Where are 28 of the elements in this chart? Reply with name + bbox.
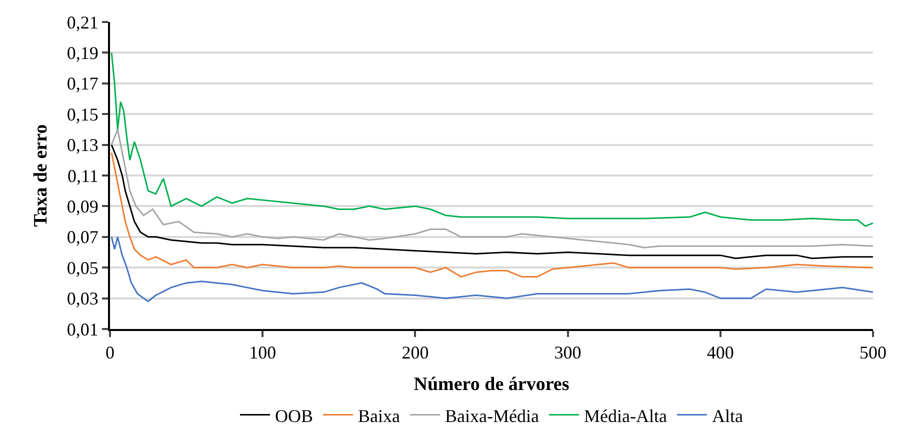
y-tick-label: 0,11 [68,166,98,186]
line-series [110,236,873,302]
y-tick-label: 0,17 [66,74,98,94]
line-series [110,128,873,248]
y-tick-label: 0,07 [66,227,98,248]
x-tick-label: 0 [106,342,114,363]
y-tick-label: 0,15 [66,104,98,124]
y-tick-label: 0,01 [66,319,98,340]
y-tick-label: 0,19 [66,43,98,63]
legend-label: Baixa [358,406,400,426]
y-tick-label: 0,03 [66,288,98,309]
x-tick-label: 100 [249,342,276,363]
x-axis-title: Número de árvores [414,374,570,395]
x-tick-label: 200 [402,342,429,363]
y-tick-label: 0,09 [66,196,98,216]
y-tick-label: 0,21 [66,12,98,32]
x-tick-label: 400 [706,342,734,363]
line-series [110,52,873,227]
line-series [110,152,873,278]
y-tick-label: 0,05 [66,258,98,278]
legend-label: Baixa-Média [445,406,539,426]
legend-label: Média-Alta [584,406,667,426]
y-axis-title: Taxa de erro [30,124,52,227]
x-tick-label: 300 [554,342,582,363]
legend-label: Alta [712,406,743,426]
y-tick-label: 0,13 [66,135,98,156]
x-tick-label: 500 [860,342,886,363]
legend-label: OOB [275,406,314,426]
